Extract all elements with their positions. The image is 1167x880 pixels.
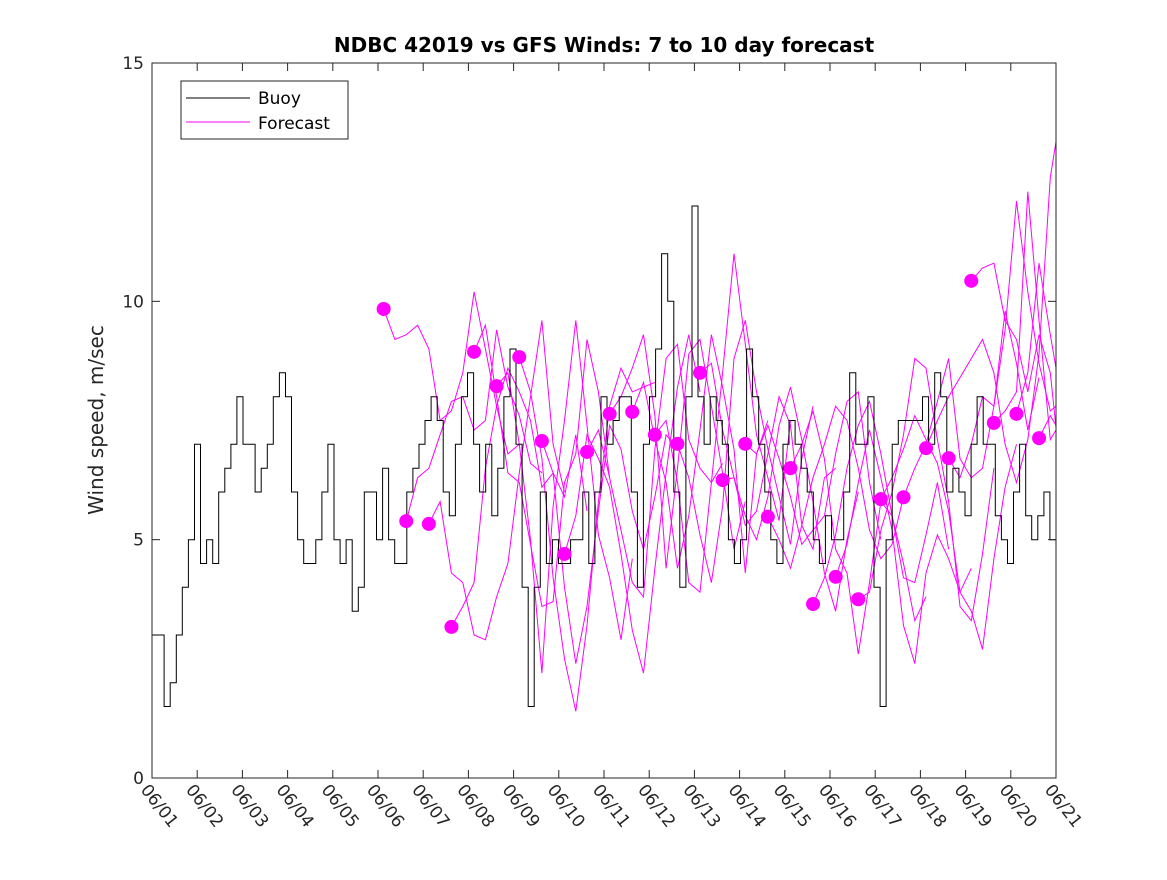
forecast-marker-27 — [964, 273, 979, 288]
legend-box — [180, 80, 349, 140]
y-tick-label: 5 — [133, 531, 144, 551]
forecast-marker-4 — [444, 619, 459, 634]
forecast-line-29 — [1016, 263, 1056, 414]
forecast-line-23 — [880, 414, 1017, 650]
forecast-marker-19 — [783, 461, 798, 476]
forecast-marker-11 — [602, 406, 617, 421]
forecast-marker-25 — [919, 441, 934, 456]
forecast-marker-28 — [986, 415, 1001, 430]
forecast-marker-29 — [1009, 406, 1024, 421]
forecast-marker-18 — [760, 509, 775, 524]
buoy-line — [152, 205, 1056, 707]
legend: Buoy Forecast — [180, 80, 349, 140]
y-axis-label: Wind speed, m/sec — [84, 325, 108, 515]
forecast-line-10 — [586, 342, 724, 599]
forecast-marker-17 — [738, 436, 753, 451]
forecast-marker-20 — [806, 597, 821, 612]
y-tick-label: 15 — [122, 54, 144, 74]
forecast-line-3 — [428, 320, 565, 641]
forecast-marker-9 — [557, 546, 572, 561]
forecast-line-5 — [473, 323, 611, 608]
forecast-line-7 — [518, 356, 656, 712]
legend-buoy-label: Buoy — [258, 89, 301, 109]
forecast-line-20 — [812, 399, 950, 605]
forecast-marker-7 — [512, 350, 527, 365]
forecast-line-8 — [541, 423, 678, 664]
forecast-marker-10 — [580, 444, 595, 459]
forecast-marker-13 — [647, 427, 662, 442]
y-tick-label: 10 — [122, 292, 144, 312]
forecast-line-22 — [858, 357, 995, 622]
series-layer — [152, 138, 1056, 712]
forecast-line-27 — [970, 262, 1056, 433]
forecast-line-28 — [993, 191, 1056, 442]
forecast-marker-15 — [693, 365, 708, 380]
forecast-marker-12 — [625, 404, 640, 419]
chart-title: NDBC 42019 vs GFS Winds: 7 to 10 day for… — [334, 33, 875, 57]
forecast-line-11 — [609, 334, 746, 569]
forecast-marker-23 — [873, 492, 888, 507]
forecast-line-14 — [677, 320, 814, 583]
forecast-line-16 — [722, 386, 859, 612]
forecast-marker-3 — [421, 516, 436, 531]
forecast-marker-5 — [467, 344, 482, 359]
forecast-marker-22 — [851, 592, 866, 607]
forecast-marker-2 — [399, 514, 414, 529]
forecast-marker-14 — [670, 436, 685, 451]
forecast-line-25 — [925, 138, 1056, 485]
forecast-marker-16 — [715, 473, 730, 488]
forecast-marker-8 — [534, 433, 549, 448]
forecast-line-19 — [790, 409, 927, 655]
forecast-marker-30 — [1032, 431, 1047, 446]
forecast-marker-24 — [896, 490, 911, 505]
forecast-line-21 — [835, 429, 972, 664]
forecast-line-13 — [654, 253, 791, 594]
forecast-marker-21 — [828, 569, 843, 584]
forecast-marker-1 — [376, 301, 391, 316]
forecast-line-4 — [450, 366, 588, 628]
forecast-line-18 — [767, 405, 904, 570]
legend-forecast-label: Forecast — [258, 114, 330, 134]
forecast-marker-6 — [489, 379, 504, 394]
forecast-line-9 — [564, 334, 701, 674]
y-tick-label: 0 — [133, 769, 144, 789]
forecast-marker-26 — [941, 451, 956, 466]
